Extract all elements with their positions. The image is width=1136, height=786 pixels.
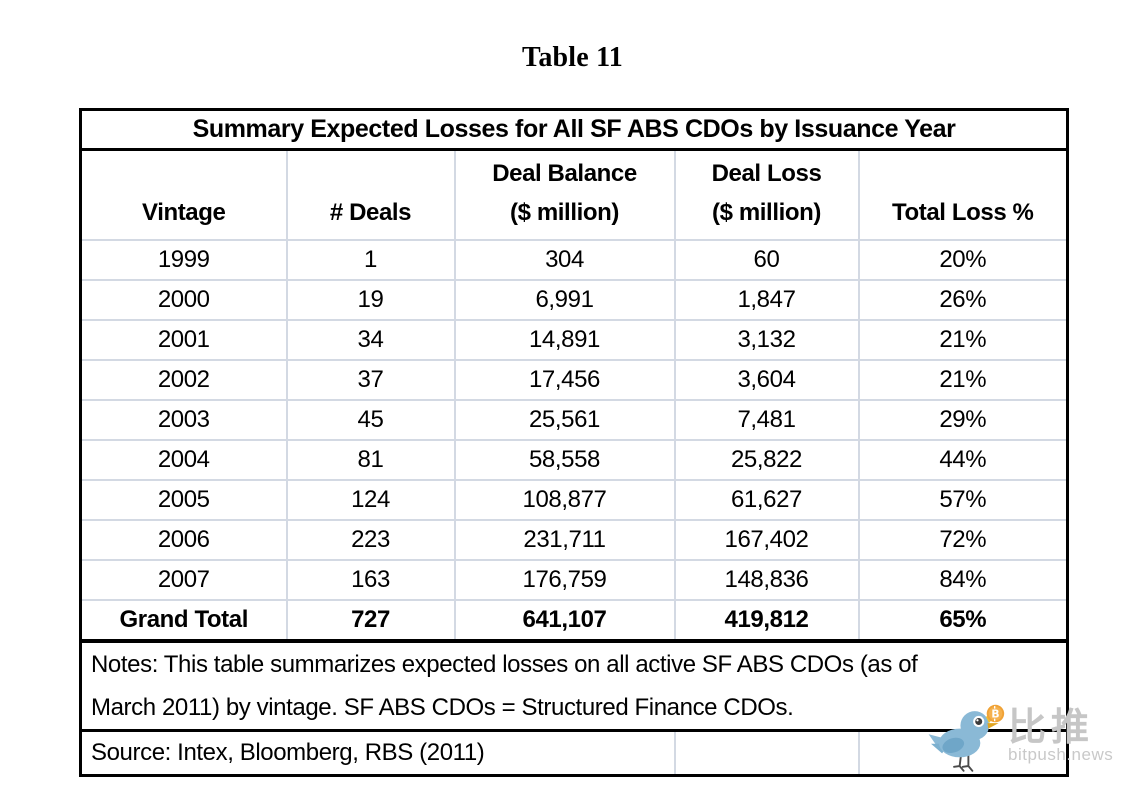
cell-deals: 1 bbox=[285, 239, 456, 281]
column-header-line2: Vintage bbox=[142, 199, 226, 226]
column-header-line1: Deal Loss bbox=[711, 160, 822, 187]
cell-deal-balance: 17,456 bbox=[453, 359, 676, 401]
cell-deal-balance: 231,711 bbox=[453, 519, 676, 561]
cell-deals: 223 bbox=[285, 519, 456, 561]
cell-deals: 19 bbox=[285, 279, 456, 321]
table-row-grand-total: Grand Total 727 641,107 419,812 65% bbox=[79, 599, 1069, 643]
cell-total-loss-pct: 57% bbox=[857, 479, 1069, 521]
cell-vintage: 1999 bbox=[79, 239, 288, 281]
cell-deals: 45 bbox=[285, 399, 456, 441]
cell-deal-balance: 304 bbox=[453, 239, 676, 281]
table-row-2007: 2007 163 176,759 148,836 84% bbox=[79, 559, 1069, 601]
cell-deal-balance: 58,558 bbox=[453, 439, 676, 481]
column-header-line2: # Deals bbox=[329, 199, 412, 226]
table-row-2006: 2006 223 231,711 167,402 72% bbox=[79, 519, 1069, 561]
cell-deal-balance: 108,877 bbox=[453, 479, 676, 521]
table-source-row: Source: Intex, Bloomberg, RBS (2011) bbox=[79, 729, 1069, 777]
cell-vintage: 2000 bbox=[79, 279, 288, 321]
column-header-line1: Deal Balance bbox=[492, 160, 637, 187]
cell-total-loss-pct: 21% bbox=[857, 319, 1069, 361]
table-caption: Table 11 bbox=[522, 42, 623, 73]
column-header-deal-loss: Deal Loss ($ million) bbox=[673, 148, 860, 241]
cell-total-loss-pct: 26% bbox=[857, 279, 1069, 321]
table-row-1999: 1999 1 304 60 20% bbox=[79, 239, 1069, 281]
cell-total-loss-pct: 29% bbox=[857, 399, 1069, 441]
table-row-2002: 2002 37 17,456 3,604 21% bbox=[79, 359, 1069, 401]
empty-cell bbox=[857, 729, 1069, 777]
table-title-row: Summary Expected Losses for All SF ABS C… bbox=[78, 108, 1070, 151]
cell-deal-loss: 167,402 bbox=[673, 519, 860, 561]
empty-cell bbox=[673, 729, 860, 777]
cell-total-loss-pct: 20% bbox=[857, 239, 1069, 281]
table-header-row: Vintage # Deals Deal Balance ($ million)… bbox=[79, 148, 1069, 241]
table-row-2003: 2003 45 25,561 7,481 29% bbox=[79, 399, 1069, 441]
column-header-line2: ($ million) bbox=[712, 199, 821, 226]
cell-deal-balance: 641,107 bbox=[453, 599, 676, 643]
cell-deal-loss: 60 bbox=[673, 239, 860, 281]
table-notes: Notes: This table summarizes expected lo… bbox=[78, 640, 1070, 732]
cell-vintage: 2006 bbox=[79, 519, 288, 561]
cell-vintage: 2005 bbox=[79, 479, 288, 521]
cell-vintage: 2007 bbox=[79, 559, 288, 601]
cell-deal-loss: 1,847 bbox=[673, 279, 860, 321]
cell-deals: 124 bbox=[285, 479, 456, 521]
column-header-deal-balance: Deal Balance ($ million) bbox=[453, 148, 676, 241]
cell-vintage: 2002 bbox=[79, 359, 288, 401]
cell-total-loss-pct: 44% bbox=[857, 439, 1069, 481]
table-row-2005: 2005 124 108,877 61,627 57% bbox=[79, 479, 1069, 521]
cell-deal-balance: 176,759 bbox=[453, 559, 676, 601]
cell-deal-loss: 7,481 bbox=[673, 399, 860, 441]
cell-total-loss-pct: 72% bbox=[857, 519, 1069, 561]
cell-vintage: 2001 bbox=[79, 319, 288, 361]
cell-deal-loss: 61,627 bbox=[673, 479, 860, 521]
column-header-total-loss-pct: Total Loss % bbox=[857, 148, 1069, 241]
cell-deal-loss: 3,132 bbox=[673, 319, 860, 361]
cell-deals: 81 bbox=[285, 439, 456, 481]
cell-vintage: 2004 bbox=[79, 439, 288, 481]
cell-deals: 37 bbox=[285, 359, 456, 401]
cell-deals: 163 bbox=[285, 559, 456, 601]
column-header-line2: ($ million) bbox=[510, 199, 619, 226]
cell-deal-loss: 3,604 bbox=[673, 359, 860, 401]
cell-total-loss-pct: 84% bbox=[857, 559, 1069, 601]
cell-total-loss-pct: 65% bbox=[857, 599, 1069, 643]
column-header-deals: # Deals bbox=[285, 148, 456, 241]
cell-deals: 34 bbox=[285, 319, 456, 361]
notes-line-2: March 2011) by vintage. SF ABS CDOs = St… bbox=[91, 694, 794, 721]
notes-line-1: Notes: This table summarizes expected lo… bbox=[91, 651, 918, 678]
table-row-2004: 2004 81 58,558 25,822 44% bbox=[79, 439, 1069, 481]
column-header-line2: Total Loss % bbox=[892, 199, 1034, 226]
table-title: Summary Expected Losses for All SF ABS C… bbox=[78, 108, 1070, 151]
cell-deals: 727 bbox=[285, 599, 456, 643]
summary-losses-table: Summary Expected Losses for All SF ABS C… bbox=[78, 108, 1070, 777]
column-header-vintage: Vintage bbox=[79, 148, 288, 241]
table-source: Source: Intex, Bloomberg, RBS (2011) bbox=[79, 729, 676, 777]
cell-deal-loss: 148,836 bbox=[673, 559, 860, 601]
cell-deal-loss: 419,812 bbox=[673, 599, 860, 643]
cell-deal-balance: 25,561 bbox=[453, 399, 676, 441]
table-row-2000: 2000 19 6,991 1,847 26% bbox=[79, 279, 1069, 321]
cell-deal-balance: 6,991 bbox=[453, 279, 676, 321]
cell-grand-total-label: Grand Total bbox=[79, 599, 288, 643]
cell-deal-balance: 14,891 bbox=[453, 319, 676, 361]
cell-total-loss-pct: 21% bbox=[857, 359, 1069, 401]
table-notes-row: Notes: This table summarizes expected lo… bbox=[78, 640, 1070, 732]
cell-vintage: 2003 bbox=[79, 399, 288, 441]
table-row-2001: 2001 34 14,891 3,132 21% bbox=[79, 319, 1069, 361]
cell-deal-loss: 25,822 bbox=[673, 439, 860, 481]
